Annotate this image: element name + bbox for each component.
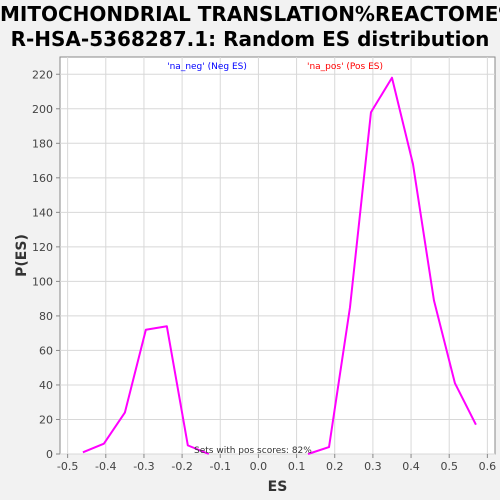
y-tick-label: 180 xyxy=(32,137,53,150)
x-tick-label: 0.2 xyxy=(326,460,344,473)
x-tick-label: 0.5 xyxy=(440,460,458,473)
y-tick-label: 200 xyxy=(32,103,53,116)
y-tick-label: 20 xyxy=(39,413,53,426)
y-tick-label: 140 xyxy=(32,206,53,219)
y-tick-label: 40 xyxy=(39,379,53,392)
y-tick-label: 120 xyxy=(32,241,53,254)
x-tick-label: 0.6 xyxy=(479,460,497,473)
y-tick-label: 100 xyxy=(32,275,53,288)
x-tick-label: -0.2 xyxy=(171,460,192,473)
legend: 'na_neg' (Neg ES) 'na_pos' (Pos ES) xyxy=(167,62,383,72)
chart-title: MITOCHONDRIAL TRANSLATION%REACTOME% R-HS… xyxy=(0,2,500,52)
y-tick-label: 160 xyxy=(32,172,53,185)
annotation-text: Sets with pos scores: 82% xyxy=(194,446,312,456)
plot-area xyxy=(59,56,496,455)
x-tick-label: 0.4 xyxy=(402,460,420,473)
series-line-na_neg xyxy=(82,325,210,455)
x-axis-label: ES xyxy=(268,479,288,495)
x-tick-label: -0.5 xyxy=(57,460,78,473)
x-tick-label: 0.1 xyxy=(288,460,306,473)
legend-item: 'na_pos' (Pos ES) xyxy=(307,62,383,72)
y-tick-label: 220 xyxy=(32,68,53,81)
y-axis-label: P(ES) xyxy=(14,234,30,277)
y-tick-label: 80 xyxy=(39,310,53,323)
x-axis: -0.5 -0.4 -0.3 -0.2 -0.1 0.0 0.1 0.2 0.3 0.4 0.5 0.… xyxy=(57,454,496,473)
x-tick-label: 0.3 xyxy=(364,460,382,473)
series-line-na_pos xyxy=(307,76,477,455)
legend-item: 'na_neg' (Neg ES) xyxy=(167,62,247,72)
x-tick-label: -0.1 xyxy=(210,460,231,473)
y-tick-label: 60 xyxy=(39,344,53,357)
x-tick-label: 0.0 xyxy=(250,460,268,473)
chart-title-line-1: MITOCHONDRIAL TRANSLATION%REACTOME% xyxy=(0,2,500,26)
grid-lines xyxy=(60,57,495,455)
x-tick-label: -0.4 xyxy=(95,460,116,473)
y-axis: 0 20 40 60 80 100 120 140 160 180 200 220 xyxy=(32,68,60,461)
y-tick-label: 0 xyxy=(46,448,53,461)
x-tick-label: -0.3 xyxy=(133,460,154,473)
series-layer xyxy=(82,76,477,455)
chart-title-line-2: R-HSA-5368287.1: Random ES distribution xyxy=(10,27,490,51)
